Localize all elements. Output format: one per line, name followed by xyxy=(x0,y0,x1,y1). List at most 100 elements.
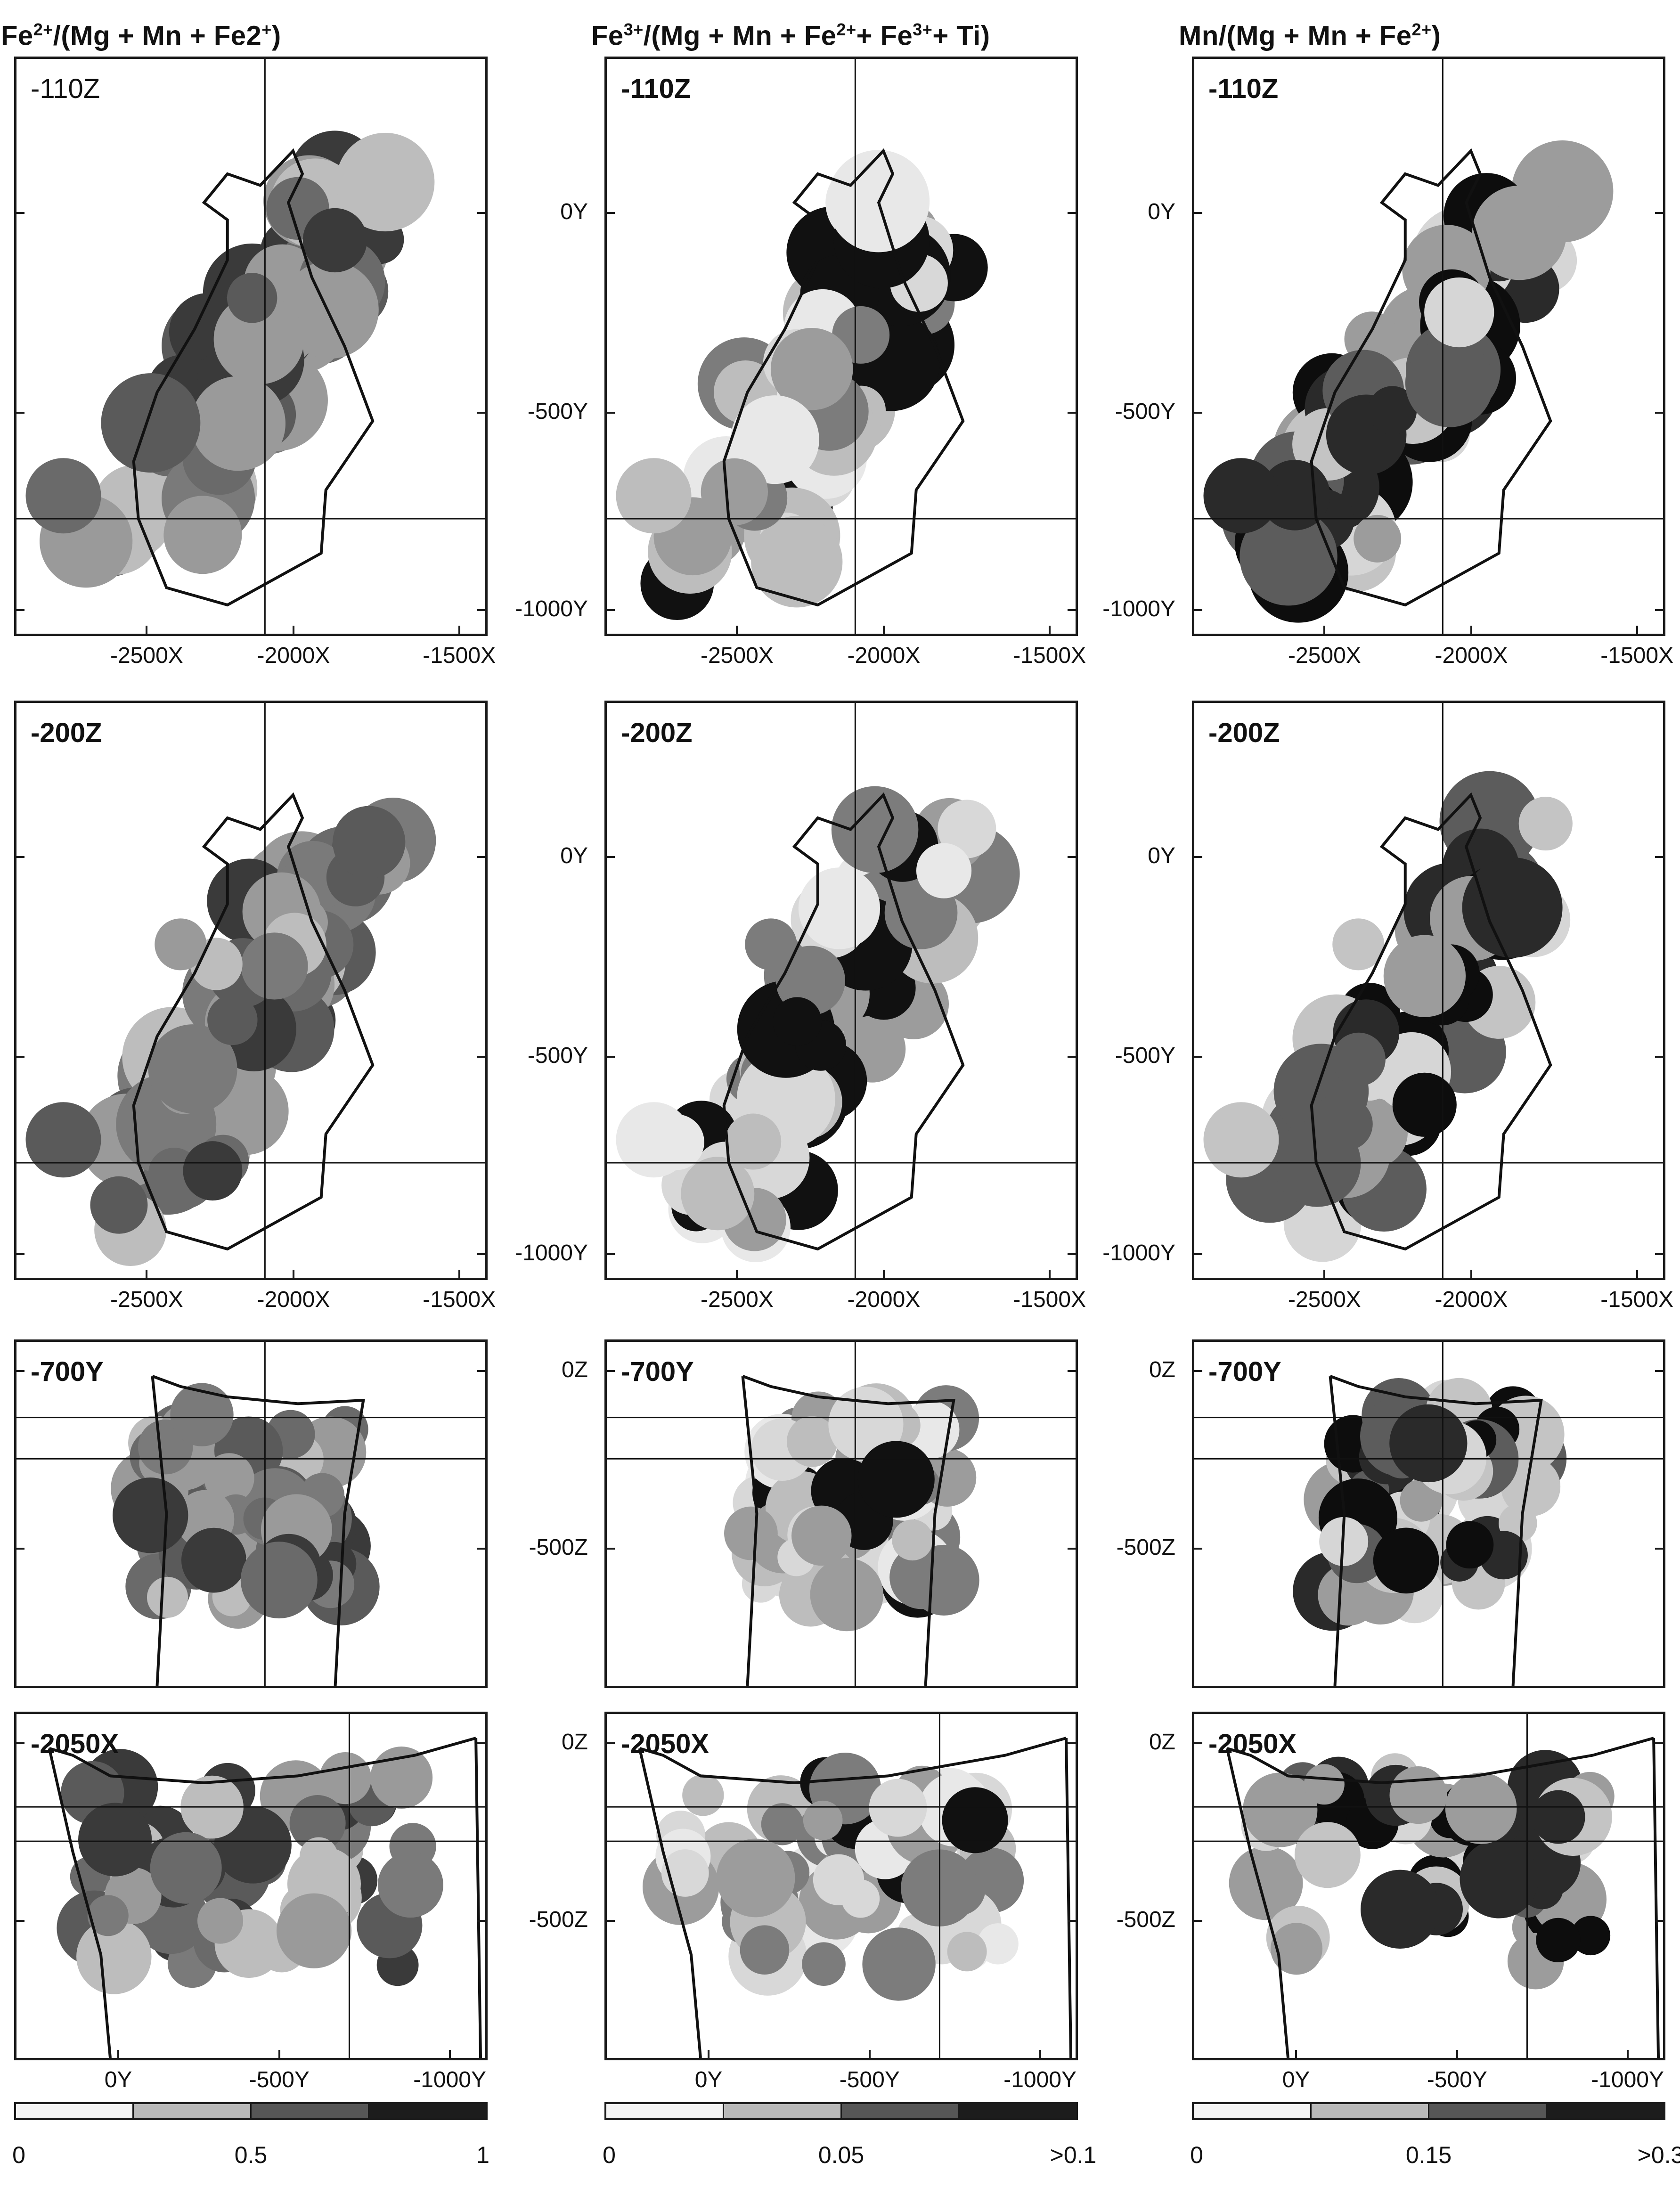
y-tick-label: -1000Y xyxy=(1102,596,1175,621)
map-canvas xyxy=(607,1714,1076,2058)
x-tick-label: -1000Y xyxy=(1003,2067,1077,2092)
sample-map xyxy=(607,59,1076,634)
colorbar-segment xyxy=(1429,2104,1547,2118)
map-spot xyxy=(869,1779,927,1837)
y-tick-mark xyxy=(477,1742,488,1744)
y-tick-mark xyxy=(1192,1056,1202,1058)
y-tick-mark xyxy=(1655,1370,1665,1372)
map-spot xyxy=(740,1925,790,1975)
sample-map xyxy=(16,59,485,634)
x-tick-label: -2000X xyxy=(1435,643,1508,668)
map-panel-r4-c1: -2050X xyxy=(14,1712,488,2060)
y-tick-mark xyxy=(1655,412,1665,414)
y-tick-label: 0Y xyxy=(1148,843,1175,869)
y-tick-label: -1000Y xyxy=(1102,1240,1175,1265)
map-spot xyxy=(276,1893,352,1968)
y-tick-mark xyxy=(604,856,615,858)
map-spot xyxy=(241,932,308,1000)
y-tick-mark xyxy=(604,1370,615,1372)
x-tick-label: -2000X xyxy=(847,1287,921,1312)
column-title-3: Mn/(Mg + Mn + Fe2+) xyxy=(1179,20,1441,51)
map-canvas xyxy=(1194,1342,1663,1686)
x-tick-label: -2500X xyxy=(110,643,183,668)
map-panel-r2-c3: -200Z xyxy=(1192,701,1665,1280)
x-tick-mark xyxy=(882,1270,885,1280)
x-tick-mark xyxy=(736,1270,738,1280)
y-tick-mark xyxy=(1655,1920,1665,1922)
x-tick-label: -2000X xyxy=(1435,1287,1508,1312)
x-tick-label: -500Y xyxy=(249,2067,310,2092)
x-tick-mark xyxy=(146,626,148,636)
map-spot xyxy=(716,1838,795,1918)
colorbar-label-max: 1 xyxy=(476,2142,489,2168)
map-spot xyxy=(1389,1766,1447,1824)
x-tick-label: -500Y xyxy=(839,2067,900,2092)
map-spot xyxy=(1400,1479,1443,1522)
map-spot xyxy=(1462,857,1563,958)
map-spot xyxy=(1332,1032,1386,1086)
y-tick-mark xyxy=(1192,1920,1202,1922)
map-spot xyxy=(319,1752,372,1804)
x-tick-label: -1500X xyxy=(423,643,496,668)
section-label: -2050X xyxy=(31,1729,119,1759)
map-spot xyxy=(1460,1839,1539,1918)
y-tick-label: -500Z xyxy=(1116,1907,1175,1932)
section-label: -110Z xyxy=(31,73,100,104)
y-tick-label: -500Z xyxy=(1116,1535,1175,1560)
section-label: -2050X xyxy=(1208,1729,1297,1759)
sample-map xyxy=(607,1714,1076,2058)
x-tick-mark xyxy=(117,2050,120,2060)
colorbar-label-max: >0.3 xyxy=(1637,2142,1680,2168)
y-tick-mark xyxy=(1068,609,1078,611)
section-label: -700Y xyxy=(1208,1356,1281,1387)
y-tick-mark xyxy=(604,609,615,611)
map-spot xyxy=(336,132,435,232)
sample-map xyxy=(607,703,1076,1278)
y-tick-mark xyxy=(477,212,488,214)
y-tick-mark xyxy=(477,1056,488,1058)
y-tick-mark xyxy=(1192,1253,1202,1255)
x-tick-mark xyxy=(292,626,294,636)
y-tick-label: -500Y xyxy=(1115,399,1175,424)
column-title-2: Fe3+/(Mg + Mn + Fe2++ Fe3++ Ti) xyxy=(591,20,990,51)
x-tick-label: -1500X xyxy=(423,1287,496,1312)
map-spot xyxy=(745,918,797,971)
map-spot xyxy=(1332,918,1385,971)
x-tick-label: -2500X xyxy=(701,1287,774,1312)
y-tick-label: 0Z xyxy=(561,1357,588,1382)
y-tick-mark xyxy=(1655,1548,1665,1550)
map-spot xyxy=(751,516,843,608)
map-panel-r3-c2: -700Y xyxy=(604,1339,1078,1688)
y-tick-mark xyxy=(604,1056,615,1058)
x-tick-label: 0Y xyxy=(694,2067,723,2092)
y-tick-mark xyxy=(477,1370,488,1372)
map-panel-r3-c1: -700Y xyxy=(14,1339,488,1688)
map-spot xyxy=(1361,1869,1440,1949)
map-spot xyxy=(90,1176,148,1234)
sample-outline xyxy=(1225,1737,1660,2058)
sample-outline xyxy=(638,1737,1073,2058)
map-panel-r2-c1: -200Z xyxy=(14,701,488,1280)
y-tick-mark xyxy=(477,412,488,414)
y-tick-label: -500Y xyxy=(527,1043,588,1069)
map-panel-r2-c2: -200Z xyxy=(604,701,1078,1280)
y-tick-mark xyxy=(1192,412,1202,414)
sample-outline xyxy=(132,792,375,1251)
map-panel-r1-c2: -110Z xyxy=(604,57,1078,636)
map-spot xyxy=(681,1157,755,1231)
y-tick-label: -500Y xyxy=(1115,1043,1175,1069)
map-spot xyxy=(370,1747,433,1809)
map-spot xyxy=(112,1477,188,1553)
map-spot xyxy=(147,1576,188,1618)
x-tick-mark xyxy=(882,626,885,636)
section-label: -700Y xyxy=(621,1356,694,1387)
map-spot xyxy=(289,1795,346,1852)
sample-map xyxy=(607,1342,1076,1686)
map-spot xyxy=(204,1453,254,1503)
y-tick-mark xyxy=(604,1548,615,1550)
sample-map xyxy=(1194,1714,1663,2058)
y-tick-mark xyxy=(1655,856,1665,858)
x-tick-mark xyxy=(449,2050,451,2060)
map-spot xyxy=(724,1506,778,1560)
map-spot xyxy=(977,1923,1019,1965)
